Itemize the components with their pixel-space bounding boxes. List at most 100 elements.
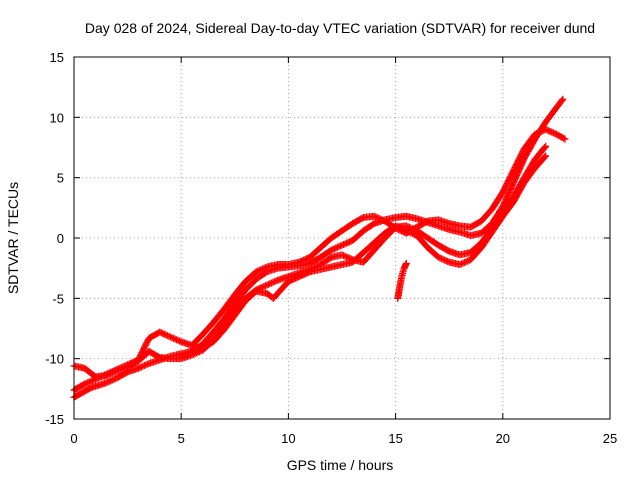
data-point bbox=[346, 238, 354, 246]
grid bbox=[74, 57, 610, 419]
data-point bbox=[134, 364, 142, 372]
data-point bbox=[546, 127, 554, 135]
data-point bbox=[336, 242, 344, 250]
data-point bbox=[272, 277, 280, 285]
data-point bbox=[456, 261, 464, 269]
data-point bbox=[343, 253, 351, 261]
data-point bbox=[261, 264, 269, 272]
data-point bbox=[442, 257, 450, 265]
data-point bbox=[107, 369, 115, 377]
data-point bbox=[542, 142, 550, 150]
data-point bbox=[206, 339, 214, 347]
data-point bbox=[436, 254, 444, 262]
data-point bbox=[375, 214, 383, 222]
data-point bbox=[462, 258, 470, 266]
data-point bbox=[401, 226, 409, 234]
y-axis-label: SDTVAR / TECUs bbox=[5, 182, 21, 294]
data-point bbox=[396, 224, 404, 232]
data-point bbox=[205, 340, 213, 348]
data-point bbox=[171, 335, 179, 343]
data-point bbox=[536, 128, 544, 136]
data-point bbox=[405, 228, 413, 236]
x-tick-label: 15 bbox=[388, 431, 402, 446]
data-point bbox=[338, 251, 346, 259]
series-track-4 bbox=[188, 152, 550, 353]
data-point bbox=[163, 332, 171, 340]
data-point bbox=[266, 280, 274, 288]
data-point bbox=[398, 225, 406, 233]
series-track-2 bbox=[70, 125, 569, 394]
data-point bbox=[105, 370, 113, 378]
data-point bbox=[340, 241, 348, 249]
x-tick-label: 5 bbox=[178, 431, 185, 446]
data-point bbox=[87, 377, 95, 385]
data-point bbox=[108, 376, 116, 384]
data-point bbox=[376, 215, 384, 223]
data-point bbox=[370, 212, 378, 220]
data-point bbox=[104, 371, 112, 379]
data-point bbox=[165, 332, 173, 340]
data-point bbox=[545, 127, 553, 135]
data-point bbox=[176, 337, 184, 345]
data-point bbox=[335, 243, 343, 251]
data-point bbox=[264, 280, 272, 288]
y-tick-label: -10 bbox=[45, 352, 64, 367]
data-point bbox=[188, 351, 196, 359]
data-point bbox=[439, 255, 447, 263]
data-point bbox=[404, 227, 412, 235]
data-point bbox=[560, 134, 568, 142]
data-point bbox=[392, 222, 400, 230]
data-point bbox=[110, 375, 118, 383]
x-tick-label: 0 bbox=[70, 431, 77, 446]
data-point bbox=[372, 213, 380, 221]
data-point bbox=[461, 258, 469, 266]
data-point bbox=[541, 153, 549, 161]
data-point bbox=[464, 257, 472, 265]
y-tick-label: 10 bbox=[50, 110, 64, 125]
series-track-5 bbox=[394, 259, 410, 302]
data-point bbox=[271, 278, 279, 286]
data-point bbox=[263, 281, 271, 289]
data-point bbox=[534, 129, 542, 137]
data-point bbox=[340, 252, 348, 260]
data-point bbox=[173, 336, 181, 344]
data-point bbox=[105, 377, 113, 385]
data-point bbox=[444, 257, 452, 265]
data-point bbox=[102, 372, 110, 380]
data-point bbox=[303, 255, 311, 263]
data-point bbox=[137, 363, 145, 371]
data-point bbox=[203, 341, 211, 349]
data-point bbox=[407, 229, 415, 237]
data-point bbox=[162, 331, 170, 339]
data-points bbox=[70, 95, 569, 401]
data-point bbox=[561, 135, 569, 143]
data-point bbox=[402, 227, 410, 235]
data-point bbox=[107, 377, 115, 385]
data-point bbox=[252, 268, 260, 276]
x-tick-label: 25 bbox=[603, 431, 617, 446]
data-point bbox=[200, 342, 208, 350]
data-point bbox=[373, 214, 381, 222]
data-point bbox=[539, 127, 547, 135]
data-point bbox=[142, 361, 150, 369]
data-point bbox=[140, 362, 148, 370]
data-point bbox=[341, 252, 349, 260]
data-point bbox=[144, 360, 152, 368]
data-point bbox=[295, 258, 303, 266]
data-point bbox=[558, 96, 566, 104]
data-point bbox=[393, 223, 401, 231]
data-point bbox=[438, 255, 446, 263]
data-point bbox=[166, 333, 174, 341]
data-point bbox=[298, 257, 306, 265]
data-point bbox=[542, 152, 550, 160]
data-point bbox=[378, 216, 386, 224]
data-point bbox=[327, 246, 335, 254]
data-point bbox=[441, 256, 449, 264]
data-point bbox=[260, 264, 268, 272]
data-point bbox=[257, 266, 265, 274]
data-point bbox=[343, 239, 351, 247]
y-tick-label: 5 bbox=[57, 171, 64, 186]
data-point bbox=[84, 379, 92, 387]
data-point bbox=[110, 368, 118, 376]
